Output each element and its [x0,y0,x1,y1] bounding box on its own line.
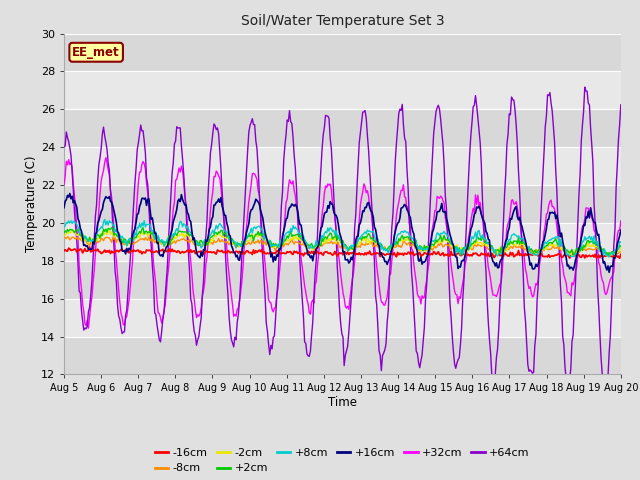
Bar [64,185,621,223]
Bar [64,261,621,299]
Y-axis label: Temperature (C): Temperature (C) [25,156,38,252]
Bar [64,109,621,147]
Bar [64,336,621,374]
Title: Soil/Water Temperature Set 3: Soil/Water Temperature Set 3 [241,14,444,28]
Legend: -16cm, -8cm, -2cm, +2cm, +8cm, +16cm, +32cm, +64cm: -16cm, -8cm, -2cm, +2cm, +8cm, +16cm, +3… [150,444,534,478]
Bar [64,34,621,72]
Text: EE_met: EE_met [72,46,120,59]
X-axis label: Time: Time [328,396,357,409]
